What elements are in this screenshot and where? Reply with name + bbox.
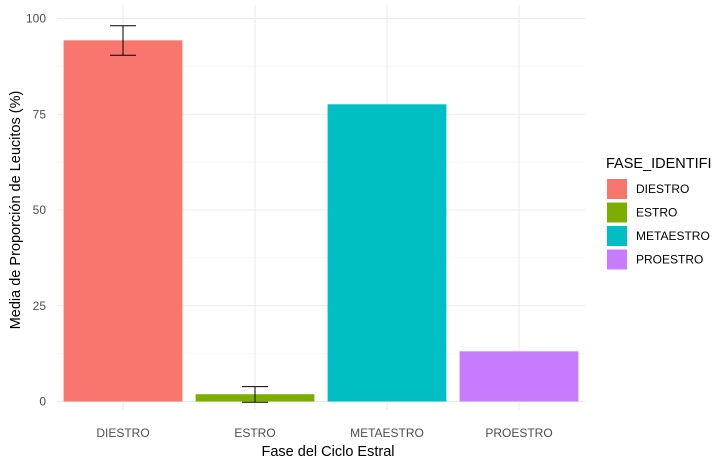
legend-key-diestro [607,179,627,199]
legend-label: ESTRO [636,206,677,220]
x-tick-label: ESTRO [234,426,275,440]
legend-label: PROESTRO [636,253,703,267]
error-bars [110,25,268,403]
y-axis-title: Media de Proporción de Leucitos (%) [8,91,24,330]
y-tick-label: 25 [33,299,47,313]
bar-metaestro [327,104,447,402]
legend-key-metaestro [607,226,627,246]
legend-key-proestro [607,249,627,270]
bar-proestro [459,351,579,402]
legend-label: METAESTRO [636,229,710,243]
x-tick-label: DIESTRO [96,426,149,440]
error-bar-estro [242,386,268,403]
y-tick-label: 100 [26,12,46,26]
x-axis-title: Fase del Ciclo Estral [262,444,395,460]
bar-diestro [63,40,183,402]
legend: FASE_IDENTIFI DIESTRO ESTRO METAESTRO PROES… [606,156,712,270]
legend-key-estro [607,202,627,223]
x-tick-label: METAESTRO [350,426,424,440]
y-tick-label: 50 [33,203,47,217]
bars [63,40,579,402]
y-axis-ticks: 0 25 50 75 100 [26,12,46,409]
error-bar-diestro [110,25,136,56]
y-tick-label: 0 [39,395,46,409]
y-tick-label: 75 [33,107,47,121]
x-axis-ticks: DIESTRO ESTRO METAESTRO PROESTRO [96,426,552,440]
legend-label: DIESTRO [636,182,689,196]
x-tick-label: PROESTRO [485,426,552,440]
legend-title: FASE_IDENTIFI [606,156,712,172]
